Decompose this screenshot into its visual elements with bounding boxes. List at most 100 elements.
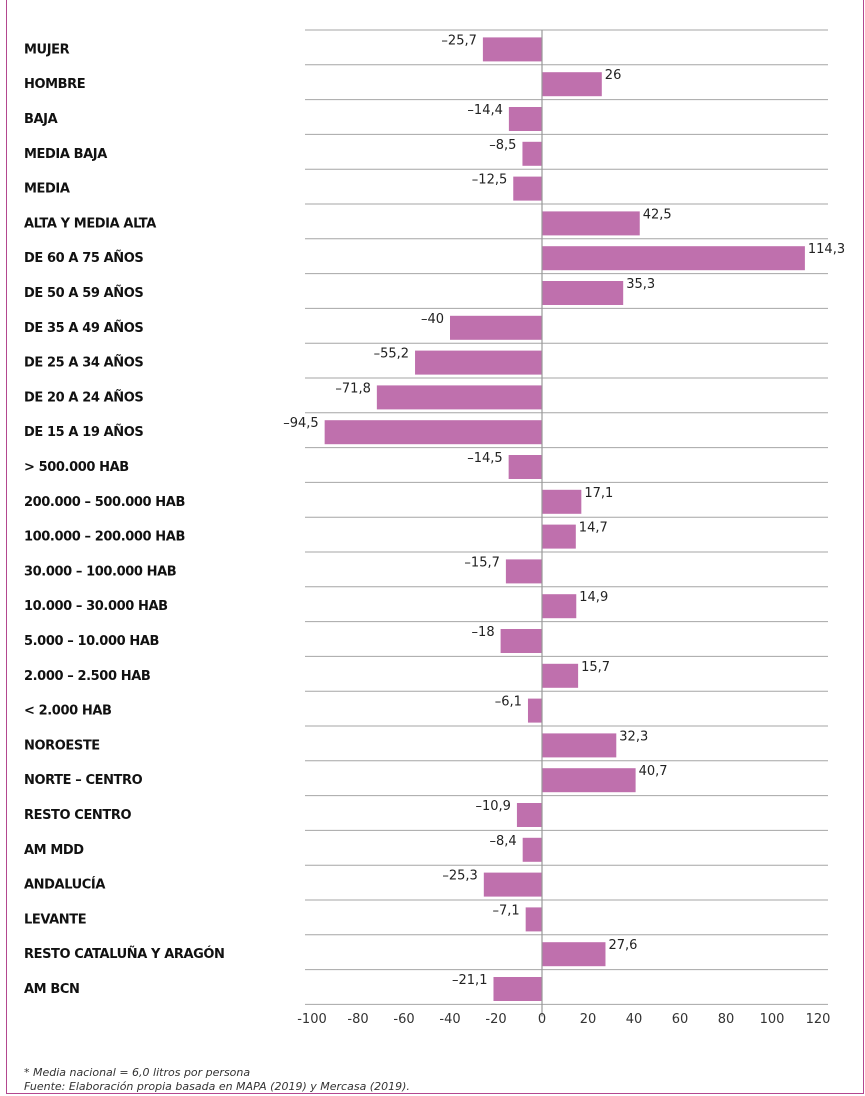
bar bbox=[542, 281, 624, 305]
value-label: 35,3 bbox=[626, 277, 655, 292]
value-label: –8,5 bbox=[489, 138, 516, 153]
value-label: –12,5 bbox=[472, 173, 507, 188]
value-label: –21,1 bbox=[452, 973, 487, 988]
x-tick-label: 100 bbox=[760, 1012, 785, 1027]
category-label: DE 25 A 34 AÑOS bbox=[24, 355, 143, 371]
category-label: RESTO CENTRO bbox=[24, 808, 131, 823]
category-label: 10.000 – 30.000 HAB bbox=[24, 599, 168, 614]
category-label: AM MDD bbox=[24, 843, 84, 858]
bar bbox=[542, 768, 636, 793]
x-tick-label: -100 bbox=[297, 1012, 327, 1027]
value-label: 27,6 bbox=[608, 938, 637, 953]
bar bbox=[525, 907, 542, 932]
bar bbox=[522, 837, 542, 862]
bar bbox=[482, 37, 542, 62]
value-label: 40,7 bbox=[639, 764, 668, 779]
footnote-average: * Media nacional = 6,0 litros por person… bbox=[24, 1066, 251, 1079]
footnote-source: Fuente: Elaboración propia basada en MAP… bbox=[24, 1080, 410, 1093]
x-tick-label: 80 bbox=[718, 1012, 735, 1027]
x-tick-label: 40 bbox=[626, 1012, 643, 1027]
category-label: > 500.000 HAB bbox=[24, 460, 129, 475]
category-label: ALTA Y MEDIA ALTA bbox=[24, 216, 156, 231]
category-label: AM BCN bbox=[24, 982, 79, 997]
x-tick-label: 0 bbox=[538, 1012, 546, 1027]
bar bbox=[542, 246, 805, 271]
bar bbox=[505, 559, 542, 584]
category-label: LEVANTE bbox=[24, 912, 86, 927]
value-label: 26 bbox=[605, 68, 622, 83]
bar bbox=[527, 698, 542, 723]
value-label: –18 bbox=[472, 625, 495, 640]
value-label: 17,1 bbox=[584, 486, 613, 501]
category-label: ANDALUCÍA bbox=[24, 877, 105, 893]
value-label: –25,3 bbox=[442, 869, 477, 884]
bar bbox=[542, 733, 617, 758]
category-label: DE 20 A 24 AÑOS bbox=[24, 389, 143, 405]
category-label: DE 35 A 49 AÑOS bbox=[24, 320, 143, 336]
x-tick-label: -20 bbox=[485, 1012, 506, 1027]
category-label: MEDIA BAJA bbox=[24, 147, 107, 162]
category-label: 200.000 – 500.000 HAB bbox=[24, 495, 185, 510]
bar bbox=[508, 107, 542, 131]
value-label: 14,7 bbox=[579, 521, 608, 536]
bar bbox=[542, 72, 602, 97]
value-label: –55,2 bbox=[374, 347, 409, 362]
x-tick-label: -40 bbox=[439, 1012, 460, 1027]
bar bbox=[522, 141, 542, 166]
category-label: 100.000 – 200.000 HAB bbox=[24, 530, 185, 545]
x-tick-label: 60 bbox=[672, 1012, 689, 1027]
x-tick-label: -80 bbox=[347, 1012, 368, 1027]
bar bbox=[542, 524, 576, 549]
value-label: –94,5 bbox=[283, 416, 318, 431]
category-label: RESTO CATALUÑA Y ARAGÓN bbox=[24, 946, 225, 962]
value-label: –8,4 bbox=[489, 834, 516, 849]
category-label: DE 15 A 19 AÑOS bbox=[24, 424, 143, 440]
category-label: 30.000 – 100.000 HAB bbox=[24, 564, 176, 579]
value-label: 114,3 bbox=[808, 242, 845, 257]
value-label: 15,7 bbox=[581, 660, 610, 675]
category-label: 5.000 – 10.000 HAB bbox=[24, 634, 159, 649]
bar bbox=[508, 455, 542, 479]
bar bbox=[324, 420, 542, 445]
x-tick-label: 20 bbox=[580, 1012, 597, 1027]
value-label: 42,5 bbox=[643, 207, 672, 222]
bar bbox=[450, 315, 542, 340]
bar bbox=[542, 942, 606, 967]
category-label: MEDIA bbox=[24, 182, 70, 197]
category-label: MUJER bbox=[24, 42, 70, 57]
category-label: NORTE – CENTRO bbox=[24, 773, 143, 788]
value-label: –25,7 bbox=[441, 33, 476, 48]
bar bbox=[513, 176, 542, 201]
bar bbox=[516, 803, 542, 827]
bar bbox=[542, 211, 640, 236]
bar bbox=[542, 489, 582, 514]
category-label: < 2.000 HAB bbox=[24, 704, 112, 719]
value-label: –6,1 bbox=[495, 695, 522, 710]
chart-frame bbox=[6, 0, 864, 1094]
bar bbox=[542, 594, 577, 619]
value-label: –14,4 bbox=[467, 103, 502, 118]
bar bbox=[415, 350, 542, 375]
value-label: –10,9 bbox=[475, 799, 510, 814]
x-tick-label: 120 bbox=[806, 1012, 831, 1027]
value-label: –7,1 bbox=[492, 903, 519, 918]
value-label: –71,8 bbox=[335, 381, 370, 396]
value-label: –15,7 bbox=[464, 555, 499, 570]
category-label: HOMBRE bbox=[24, 77, 85, 92]
x-tick-label: -60 bbox=[393, 1012, 414, 1027]
bar bbox=[500, 629, 542, 653]
bar bbox=[542, 663, 579, 688]
category-label: 2.000 – 2.500 HAB bbox=[24, 669, 150, 684]
bar bbox=[483, 872, 542, 897]
value-label: 32,3 bbox=[619, 729, 648, 744]
value-label: –14,5 bbox=[467, 451, 502, 466]
category-label: NOROESTE bbox=[24, 738, 100, 753]
category-label: BAJA bbox=[24, 112, 58, 127]
value-label: 14,9 bbox=[579, 590, 608, 605]
value-label: –40 bbox=[421, 312, 444, 327]
category-label: DE 50 A 59 AÑOS bbox=[24, 285, 143, 301]
bar bbox=[376, 385, 542, 410]
bar bbox=[493, 977, 542, 1001]
category-label: DE 60 A 75 AÑOS bbox=[24, 250, 143, 266]
